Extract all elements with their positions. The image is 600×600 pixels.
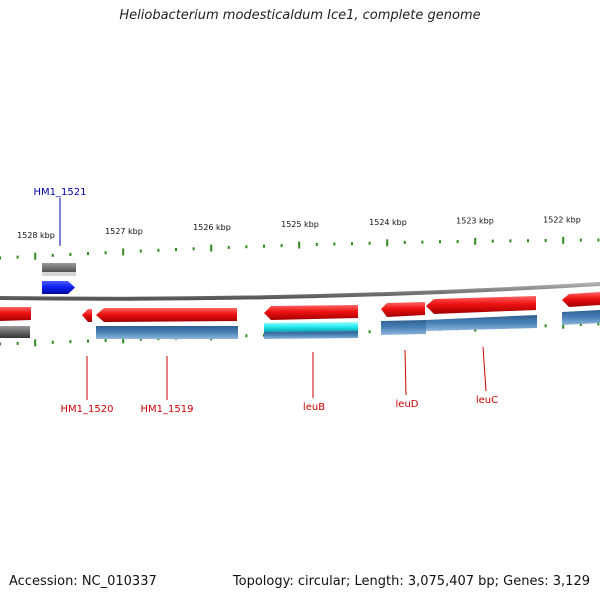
gene-label-leuD[interactable]: leuD xyxy=(396,399,419,410)
gene-label-HM1_1521[interactable]: HM1_1521 xyxy=(34,187,87,198)
gene-leuB[interactable] xyxy=(264,305,358,320)
outer-tick-ring xyxy=(0,236,600,260)
gene-leuC[interactable] xyxy=(426,296,536,314)
gene-leuB-track[interactable] xyxy=(264,322,358,339)
gene-right-partial-steel[interactable] xyxy=(562,310,600,325)
gene-label-HM1_1519[interactable]: HM1_1519 xyxy=(141,404,194,415)
gene-label-leuB[interactable]: leuB xyxy=(303,402,325,413)
gene-leuD[interactable] xyxy=(381,302,425,317)
gene-HM1_1519-track[interactable] xyxy=(96,326,238,339)
tick-label: 1524 kbp xyxy=(369,218,407,227)
gene-HM1_1520[interactable] xyxy=(82,309,92,322)
gene-HM1_1521[interactable] xyxy=(42,281,75,294)
tick-label: 1526 kbp xyxy=(193,223,231,232)
gene-feature-dark[interactable] xyxy=(42,263,76,276)
gene-HM1_1519[interactable] xyxy=(96,308,237,322)
gene-label-HM1_1520[interactable]: HM1_1520 xyxy=(61,404,114,415)
gene-leuC-track[interactable] xyxy=(426,315,537,331)
tick-label: 1528 kbp xyxy=(17,231,55,240)
gene-right-partial-red[interactable] xyxy=(562,292,600,307)
leader-leuD xyxy=(404,349,407,396)
tick-label: 1523 kbp xyxy=(456,216,494,225)
tick-label: 1525 kbp xyxy=(281,220,319,229)
genome-backbone xyxy=(0,282,600,301)
leader-leuC xyxy=(482,346,487,392)
gene-left-partial-dark[interactable] xyxy=(0,326,30,338)
tick-labels: 1528 kbp 1527 kbp 1526 kbp 1525 kbp 1524 kbp… xyxy=(17,215,581,240)
accession-text: Accession: NC_010337 xyxy=(9,574,157,589)
gene-label-leuC[interactable]: leuC xyxy=(476,395,498,406)
gene-leuD-track[interactable] xyxy=(381,320,426,335)
genome-summary-text: Topology: circular; Length: 3,075,407 bp… xyxy=(232,574,590,589)
tick-label: 1522 kbp xyxy=(543,215,581,224)
map-title: Heliobacterium modesticaldum Ice1, compl… xyxy=(119,8,481,23)
gene-left-partial-red[interactable] xyxy=(0,307,31,321)
tick-label: 1527 kbp xyxy=(105,227,143,236)
